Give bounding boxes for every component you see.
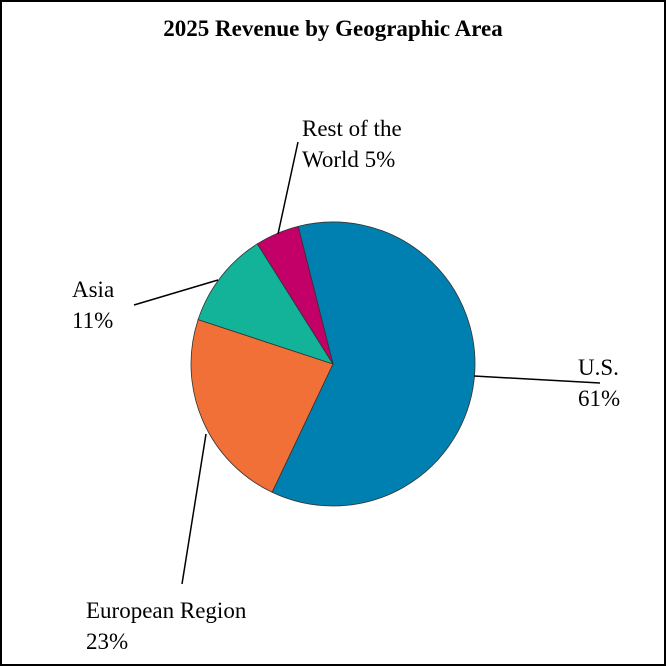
slice-label: Asia 11% — [72, 274, 132, 336]
leader-line — [181, 433, 207, 585]
value-label: 23% — [86, 629, 129, 654]
slice-label: U.S. 61% — [578, 352, 648, 414]
category-label: European Region — [86, 598, 247, 623]
chart-title: 2025 Revenue by Geographic Area — [163, 16, 503, 41]
pie-slice — [271, 221, 476, 507]
slice-label: European Region 23% — [86, 595, 286, 657]
category-label: Asia — [72, 277, 115, 302]
category-label: U.S. — [578, 355, 619, 380]
pie-slice — [190, 319, 334, 493]
leader-line — [277, 141, 299, 235]
leader-line — [473, 375, 601, 384]
leader-line — [133, 279, 219, 306]
value-label: 5% — [364, 147, 396, 172]
category-label: Rest of the World — [302, 116, 402, 172]
value-label: 61% — [578, 386, 621, 411]
slice-label: Rest of the World 5% — [302, 113, 432, 175]
pie-slice — [256, 225, 334, 365]
value-label: 11% — [72, 308, 114, 333]
pie-slice — [197, 243, 334, 365]
